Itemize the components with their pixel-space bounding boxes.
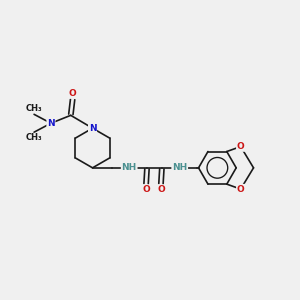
Text: CH₃: CH₃ <box>26 133 42 142</box>
Text: O: O <box>69 89 76 98</box>
Text: CH₃: CH₃ <box>26 104 42 113</box>
Text: O: O <box>142 185 150 194</box>
Text: N: N <box>89 124 96 133</box>
Text: NH: NH <box>172 163 187 172</box>
Text: O: O <box>237 184 244 194</box>
Text: N: N <box>47 119 55 128</box>
Text: NH: NH <box>122 163 137 172</box>
Text: O: O <box>237 142 244 151</box>
Text: O: O <box>157 185 165 194</box>
